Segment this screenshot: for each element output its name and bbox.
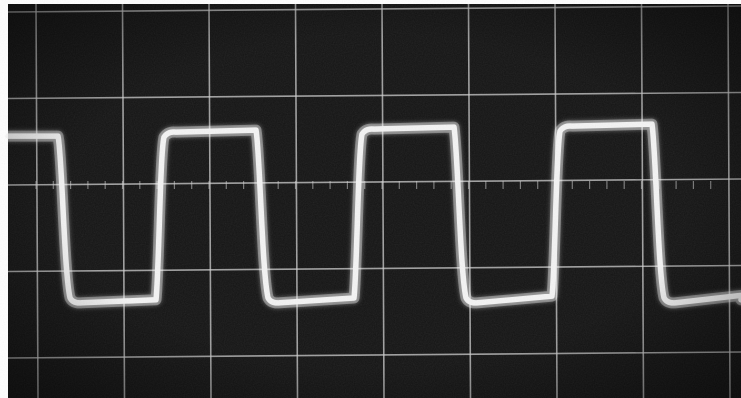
screen-vignette xyxy=(8,4,741,398)
